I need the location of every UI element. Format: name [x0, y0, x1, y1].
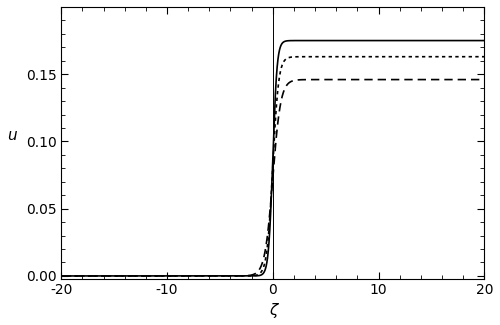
X-axis label: ζ: ζ	[268, 303, 277, 318]
Y-axis label: u: u	[7, 128, 16, 143]
